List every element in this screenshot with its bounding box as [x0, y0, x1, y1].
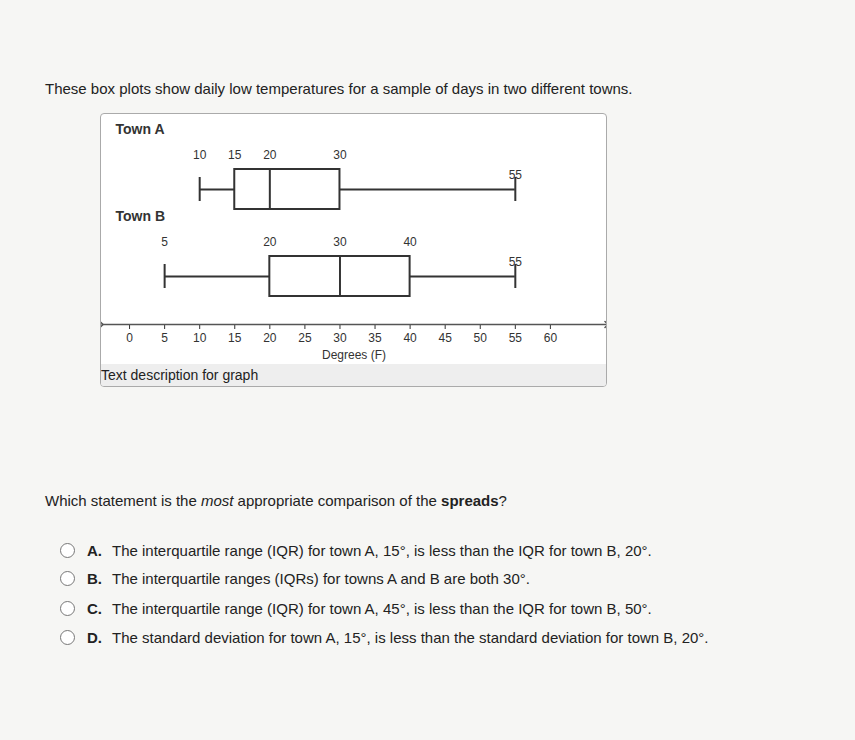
- svg-text:0: 0: [126, 331, 133, 345]
- svg-text:35: 35: [368, 331, 382, 345]
- svg-text:15: 15: [228, 148, 242, 162]
- svg-text:55: 55: [509, 168, 523, 182]
- svg-text:20: 20: [263, 331, 277, 345]
- svg-text:5: 5: [161, 331, 168, 345]
- svg-text:30: 30: [333, 331, 347, 345]
- svg-text:55: 55: [509, 331, 523, 345]
- svg-text:Degrees (F): Degrees (F): [322, 348, 386, 362]
- html-text:Which statement is the most ap: Which statement is the most appropriate …: [45, 492, 507, 509]
- svg-text:10: 10: [193, 148, 207, 162]
- svg-text:30: 30: [333, 235, 347, 249]
- svg-text:20: 20: [263, 235, 277, 249]
- svg-text:Town B: Town B: [116, 208, 166, 224]
- html-text:The standard deviation for tow: The standard deviation for town A, 15°, …: [112, 629, 709, 646]
- svg-text:40: 40: [403, 331, 417, 345]
- svg-text:5: 5: [161, 235, 168, 249]
- html-text:C.: C.: [87, 600, 102, 617]
- svg-text:10: 10: [193, 331, 207, 345]
- html-text:D.: D.: [87, 629, 102, 646]
- svg-text:15: 15: [228, 331, 242, 345]
- svg-text:Town A: Town A: [116, 121, 165, 137]
- html-text:The interquartile range (IQR): The interquartile range (IQR) for town A…: [112, 600, 652, 617]
- html-text:Text description for graph: Text description for graph: [101, 367, 259, 383]
- html-text:The interquartile ranges (IQRs: The interquartile ranges (IQRs) for town…: [112, 570, 530, 587]
- svg-text:45: 45: [439, 331, 453, 345]
- svg-text:40: 40: [403, 235, 417, 249]
- svg-text:50: 50: [474, 331, 488, 345]
- html-text:A.: A.: [87, 542, 102, 559]
- html-text:B.: B.: [87, 570, 102, 587]
- svg-text:55: 55: [509, 255, 523, 269]
- svg-text:20: 20: [263, 148, 277, 162]
- html-text:These box plots show daily low: These box plots show daily low temperatu…: [45, 80, 633, 97]
- svg-text:60: 60: [544, 331, 558, 345]
- svg-text:30: 30: [333, 148, 347, 162]
- html-text:The interquartile range (IQR): The interquartile range (IQR) for town A…: [112, 542, 652, 559]
- svg-text:25: 25: [298, 331, 312, 345]
